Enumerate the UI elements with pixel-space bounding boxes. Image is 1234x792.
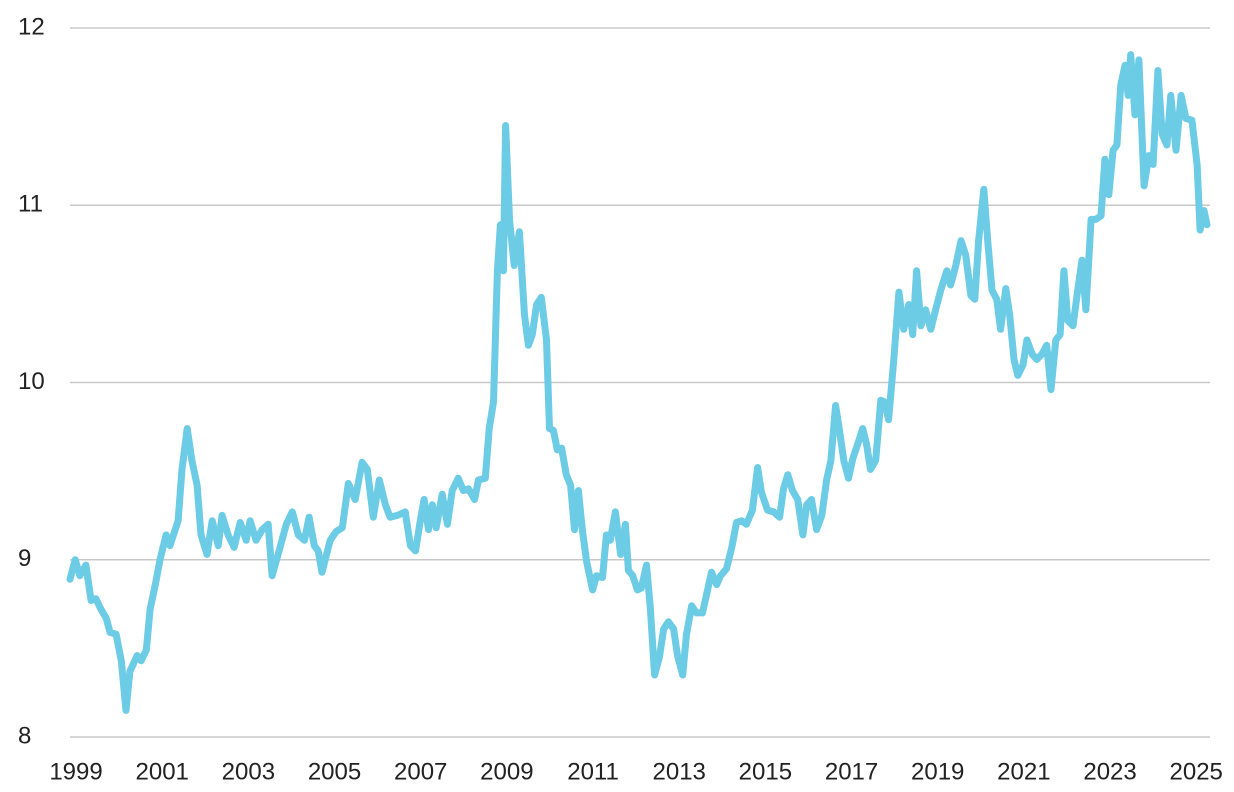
y-tick-label: 12 <box>18 13 45 40</box>
y-tick-label: 10 <box>18 368 45 395</box>
x-tick-label: 2025 <box>1170 758 1223 785</box>
x-tick-label: 2009 <box>480 758 533 785</box>
x-tick-label: 2011 <box>567 758 619 785</box>
x-tick-label: 2007 <box>394 758 447 785</box>
y-tick-label: 8 <box>18 722 31 749</box>
x-tick-label: 2005 <box>308 758 361 785</box>
x-tick-label: 2017 <box>825 758 878 785</box>
x-tick-label: 2023 <box>1083 758 1136 785</box>
data-line <box>66 51 1211 714</box>
y-tick-label: 11 <box>18 191 43 218</box>
x-tick-label: 2021 <box>997 758 1050 785</box>
x-tick-label: 2013 <box>653 758 706 785</box>
x-tick-label: 1999 <box>49 758 102 785</box>
y-tick-label: 9 <box>18 545 31 572</box>
x-tick-label: 2019 <box>911 758 964 785</box>
x-tick-label: 2015 <box>739 758 792 785</box>
x-tick-label: 2003 <box>222 758 275 785</box>
x-tick-label: 2001 <box>136 758 189 785</box>
